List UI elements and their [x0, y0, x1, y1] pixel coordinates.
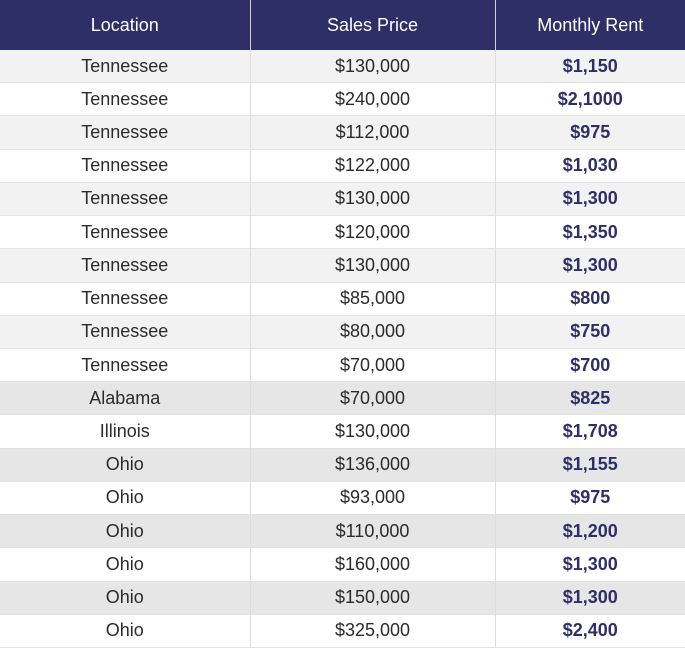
location-cell: Ohio	[0, 614, 251, 649]
monthly-rent-cell: $750	[495, 315, 685, 349]
location-cell: Tennessee	[0, 348, 251, 383]
location-cell: Tennessee	[0, 215, 251, 250]
monthly-rent-cell: $1,708	[495, 414, 685, 449]
header-monthly-rent: Monthly Rent	[495, 0, 685, 50]
table-row: Tennessee $80,000 $750	[0, 315, 685, 349]
sales-price-cell: $70,000	[250, 348, 496, 383]
table-row: Illinois $130,000 $1,708	[0, 414, 685, 449]
table-body: Tennessee $130,000 $1,150 Tennessee $240,000…	[0, 50, 685, 649]
sales-price-cell: $80,000	[250, 315, 496, 349]
sales-price-cell: $240,000	[250, 82, 496, 117]
location-cell: Tennessee	[0, 315, 251, 349]
table-row: Ohio $150,000 $1,300	[0, 581, 685, 615]
monthly-rent-cell: $2,1000	[495, 82, 685, 117]
sales-price-cell: $122,000	[250, 149, 496, 183]
table-row: Tennessee $120,000 $1,350	[0, 215, 685, 250]
sales-price-cell: $130,000	[250, 414, 496, 449]
table-row: Tennessee $240,000 $2,1000	[0, 82, 685, 117]
sales-price-cell: $130,000	[250, 182, 496, 217]
monthly-rent-cell: $2,400	[495, 614, 685, 649]
location-cell: Ohio	[0, 448, 251, 482]
table-row: Tennessee $85,000 $800	[0, 282, 685, 316]
table-row: Ohio $93,000 $975	[0, 481, 685, 516]
monthly-rent-cell: $975	[495, 115, 685, 150]
location-cell: Tennessee	[0, 248, 251, 283]
monthly-rent-cell: $800	[495, 282, 685, 316]
location-cell: Ohio	[0, 547, 251, 582]
location-cell: Tennessee	[0, 115, 251, 150]
table-row: Alabama $70,000 $825	[0, 381, 685, 416]
location-cell: Illinois	[0, 414, 251, 449]
header-sales-price: Sales Price	[250, 0, 496, 50]
monthly-rent-cell: $975	[495, 481, 685, 516]
location-cell: Ohio	[0, 581, 251, 615]
location-cell: Tennessee	[0, 149, 251, 183]
sales-price-cell: $136,000	[250, 448, 496, 482]
location-cell: Tennessee	[0, 182, 251, 217]
table-row: Tennessee $130,000 $1,150	[0, 50, 685, 84]
header-row: Location Sales Price Monthly Rent	[0, 0, 685, 50]
sales-price-cell: $93,000	[250, 481, 496, 516]
sales-price-cell: $130,000	[250, 248, 496, 283]
table-header: Location Sales Price Monthly Rent	[0, 0, 685, 50]
monthly-rent-cell: $825	[495, 381, 685, 416]
monthly-rent-cell: $1,300	[495, 581, 685, 615]
table-row: Ohio $136,000 $1,155	[0, 448, 685, 482]
table-row: Tennessee $130,000 $1,300	[0, 182, 685, 217]
monthly-rent-cell: $1,030	[495, 149, 685, 183]
header-location: Location	[0, 0, 251, 50]
monthly-rent-cell: $1,300	[495, 547, 685, 582]
location-cell: Ohio	[0, 481, 251, 516]
table-row: Tennessee $130,000 $1,300	[0, 248, 685, 283]
table-row: Tennessee $112,000 $975	[0, 115, 685, 150]
sales-price-cell: $110,000	[250, 514, 496, 549]
monthly-rent-cell: $1,300	[495, 248, 685, 283]
sales-price-cell: $120,000	[250, 215, 496, 250]
sales-price-cell: $325,000	[250, 614, 496, 649]
sales-price-cell: $150,000	[250, 581, 496, 615]
location-cell: Alabama	[0, 381, 251, 416]
sales-price-cell: $160,000	[250, 547, 496, 582]
table-row: Tennessee $122,000 $1,030	[0, 149, 685, 183]
location-cell: Tennessee	[0, 82, 251, 117]
sales-price-cell: $130,000	[250, 50, 496, 84]
monthly-rent-cell: $1,200	[495, 514, 685, 549]
sales-price-cell: $85,000	[250, 282, 496, 316]
monthly-rent-cell: $1,155	[495, 448, 685, 482]
table-row: Ohio $110,000 $1,200	[0, 514, 685, 549]
location-cell: Tennessee	[0, 282, 251, 316]
monthly-rent-cell: $1,150	[495, 50, 685, 84]
table-row: Ohio $325,000 $2,400	[0, 614, 685, 649]
table-row: Ohio $160,000 $1,300	[0, 547, 685, 582]
location-cell: Tennessee	[0, 50, 251, 84]
table-row: Tennessee $70,000 $700	[0, 348, 685, 383]
monthly-rent-cell: $1,350	[495, 215, 685, 250]
sales-price-cell: $70,000	[250, 381, 496, 416]
location-cell: Ohio	[0, 514, 251, 549]
sales-price-cell: $112,000	[250, 115, 496, 150]
monthly-rent-cell: $700	[495, 348, 685, 383]
monthly-rent-cell: $1,300	[495, 182, 685, 217]
